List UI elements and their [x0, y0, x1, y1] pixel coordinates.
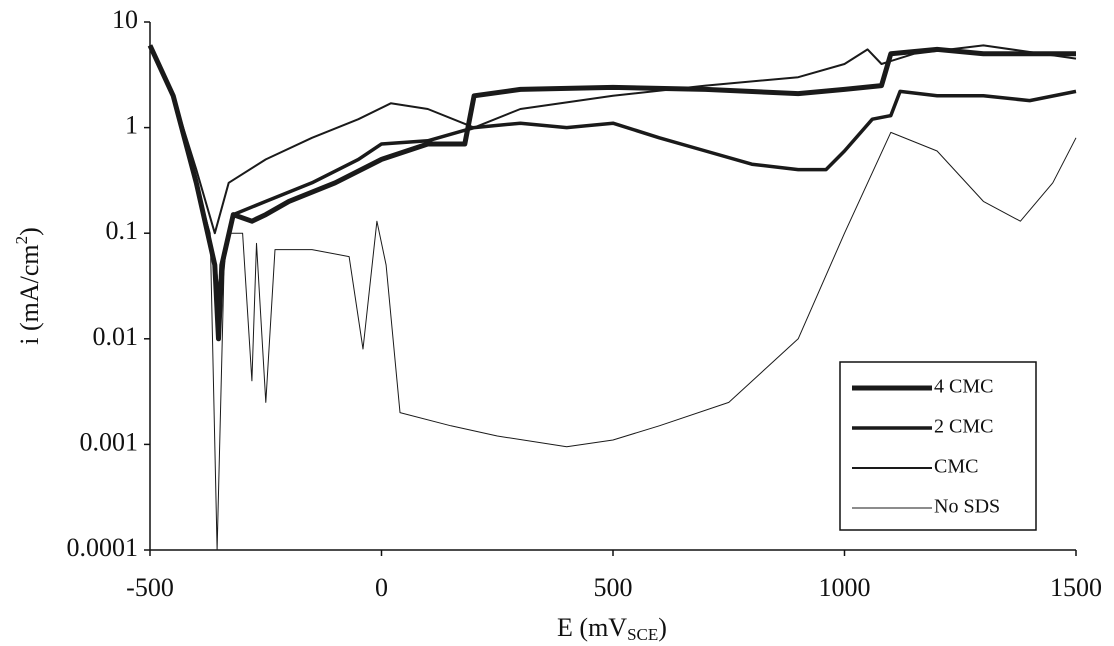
x-axis-label: E (mVSCE) [557, 613, 667, 644]
series-line [147, 44, 1076, 342]
y-label-tail: ) [15, 227, 44, 236]
y-axis-label: i (mA/cm2) [12, 227, 44, 345]
legend-label: No SDS [934, 496, 1000, 518]
x-label-text: E (mV [557, 613, 627, 642]
x-tick-label: 1000 [819, 573, 871, 602]
y-tick-label: 0.01 [93, 322, 139, 351]
x-tick-label: 0 [375, 573, 388, 602]
legend-label: CMC [934, 456, 978, 478]
series-line [149, 44, 1077, 235]
y-tick-label: 10 [112, 5, 138, 34]
y-tick-label: 0.1 [106, 216, 139, 245]
series-line [148, 44, 1077, 309]
y-tick-label: 1 [125, 111, 138, 140]
y-label-sup: 2 [12, 236, 31, 245]
y-tick-label: 0.001 [80, 427, 139, 456]
y-label-text: i (mA/cm [15, 244, 44, 344]
x-tick-label: -500 [126, 573, 174, 602]
x-label-tail: ) [658, 613, 667, 642]
legend-label: 4 CMC [934, 376, 993, 398]
legend-label: 2 CMC [934, 416, 993, 438]
series-line [149, 45, 1077, 551]
x-label-sub: SCE [627, 625, 658, 644]
x-tick-label: 1500 [1050, 573, 1102, 602]
x-tick-label: 500 [594, 573, 633, 602]
y-tick-label: 0.0001 [67, 533, 139, 562]
